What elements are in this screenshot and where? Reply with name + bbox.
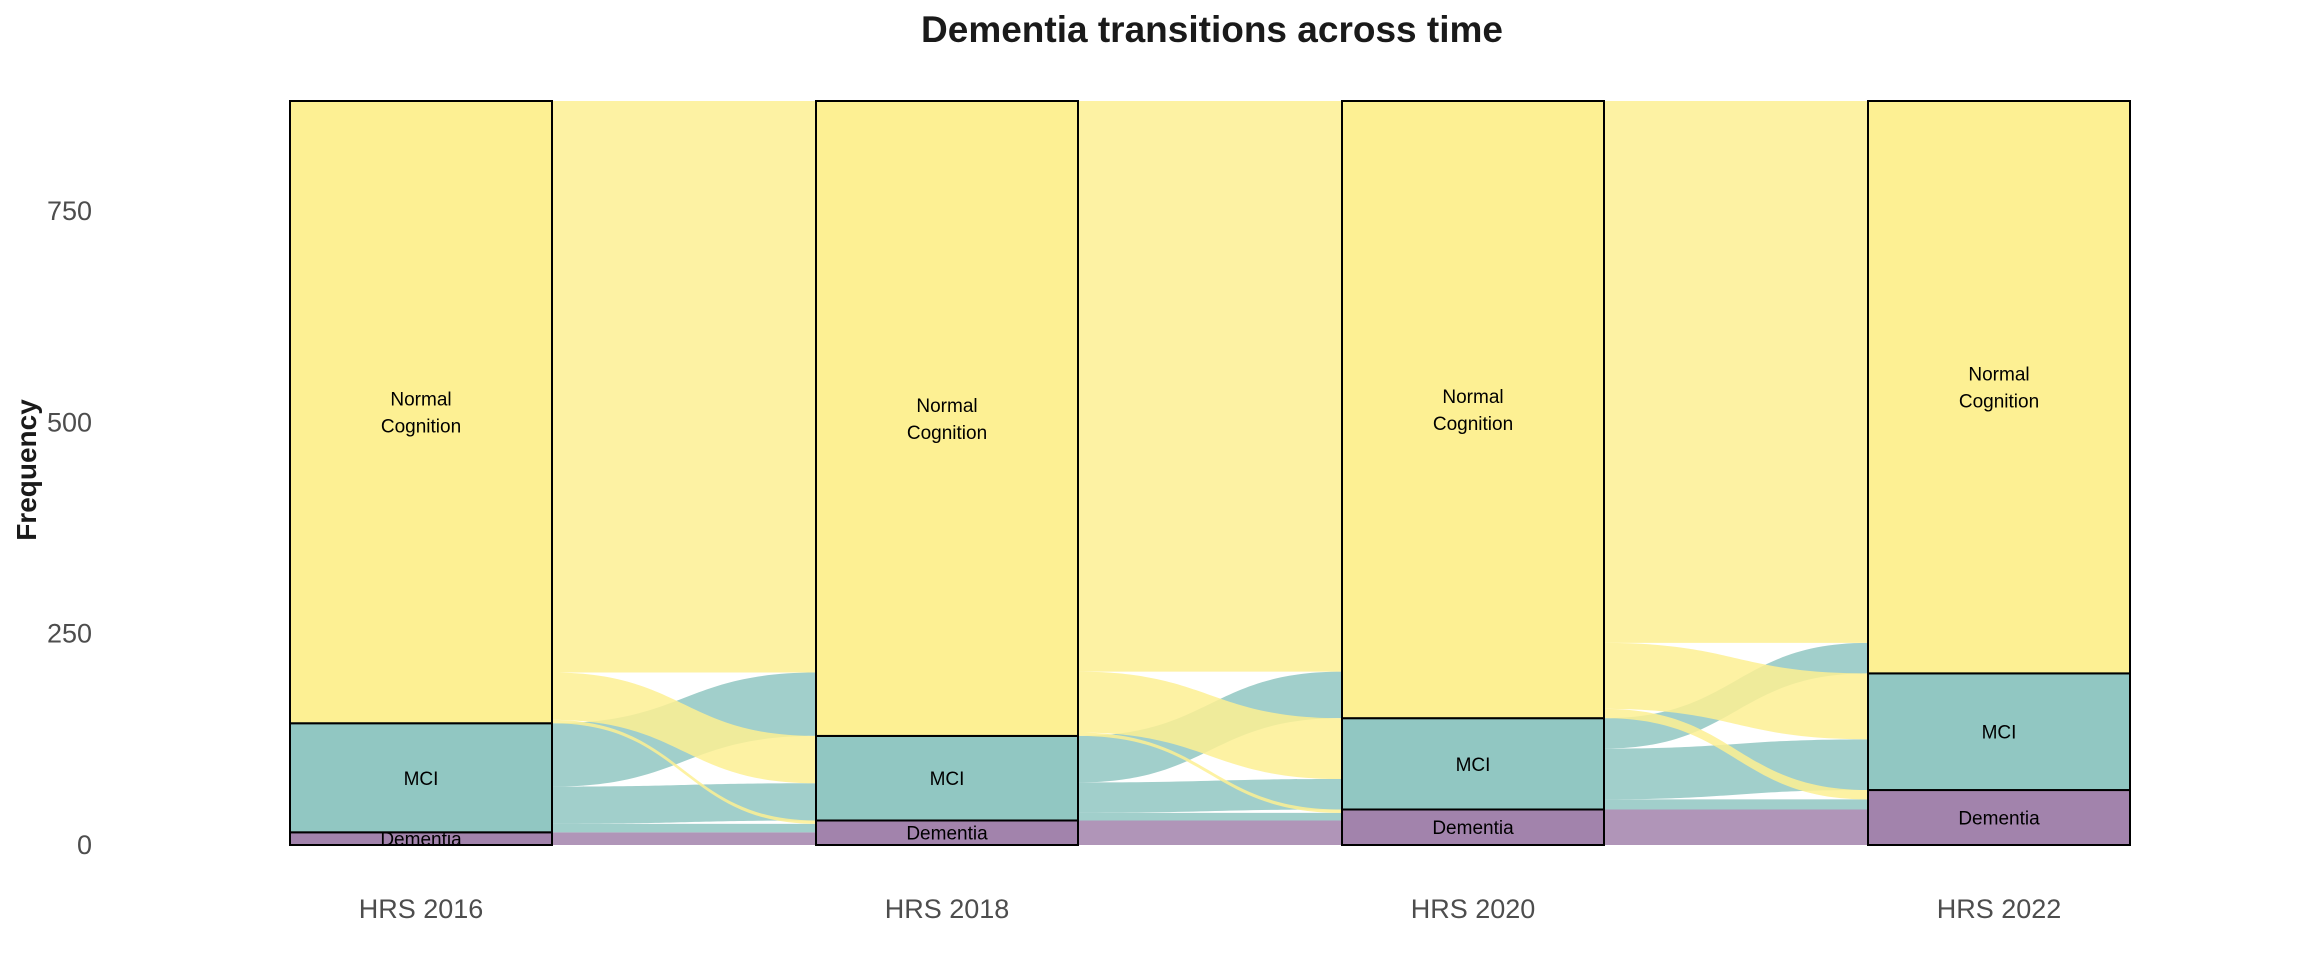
flow-0-mci-to-mci bbox=[552, 783, 816, 824]
stratum-label-0-normal: Normal Cognition bbox=[381, 390, 461, 438]
stratum-label-2-normal: Normal Cognition bbox=[1433, 387, 1513, 435]
y-tick-250: 250 bbox=[47, 619, 92, 649]
stratum-label-2-dementia: Dementia bbox=[1432, 818, 1514, 839]
flow-0-normal-to-normal bbox=[552, 101, 816, 673]
x-tick-2: HRS 2020 bbox=[1411, 894, 1536, 924]
stratum-1-normal bbox=[815, 100, 1079, 737]
stratum-2-normal bbox=[1341, 100, 1605, 720]
flow-2-mci-to-dementia bbox=[1604, 799, 1868, 810]
stratum-1-dementia bbox=[815, 819, 1079, 846]
x-tick-0: HRS 2016 bbox=[359, 894, 484, 924]
stratum-0-mci bbox=[289, 722, 553, 834]
y-tick-500: 500 bbox=[47, 407, 92, 437]
flow-2-dementia-to-dementia bbox=[1604, 809, 1868, 845]
flow-2-normal-to-mci bbox=[1604, 642, 1868, 740]
y-tick-0: 0 bbox=[77, 830, 92, 860]
flow-2-normal-to-dementia bbox=[1604, 708, 1868, 800]
x-tick-3: HRS 2022 bbox=[1937, 894, 2062, 924]
stratum-3-dementia bbox=[1867, 789, 2131, 847]
stratum-2-dementia bbox=[1341, 808, 1605, 846]
flows-layer bbox=[552, 101, 1868, 845]
flow-1-dementia-to-dementia bbox=[1078, 820, 1342, 845]
stratum-label-3-normal: Normal Cognition bbox=[1959, 365, 2039, 413]
y-axis-label: Frequency bbox=[11, 399, 42, 541]
stratum-0-normal bbox=[289, 100, 553, 725]
flow-0-normal-to-mci bbox=[552, 672, 816, 784]
stratum-label-0-dementia: Dementia bbox=[380, 830, 462, 851]
flow-0-mci-to-dementia bbox=[552, 823, 816, 833]
stratum-label-1-normal: Normal Cognition bbox=[907, 396, 987, 444]
stratum-label-2-mci: MCI bbox=[1456, 755, 1491, 776]
stratum-label-1-mci: MCI bbox=[930, 769, 965, 790]
y-axis: 0 250 500 750 bbox=[47, 196, 92, 860]
flow-2-normal-to-normal bbox=[1604, 101, 1868, 643]
stratum-3-mci bbox=[1867, 672, 2131, 792]
stratum-label-3-mci: MCI bbox=[1982, 723, 2017, 744]
flow-1-mci-to-dementia bbox=[1078, 812, 1342, 821]
stratum-2-mci bbox=[1341, 717, 1605, 811]
stratum-label-3-dementia: Dementia bbox=[1958, 809, 2040, 830]
x-axis: HRS 2016 HRS 2018 HRS 2020 HRS 2022 bbox=[359, 894, 2062, 924]
x-tick-1: HRS 2018 bbox=[885, 894, 1010, 924]
stratum-1-mci bbox=[815, 734, 1079, 822]
stratum-3-normal bbox=[1867, 100, 2131, 675]
strata-layer: Dementia MCI Normal Cognition Dementia MCI Nor… bbox=[289, 100, 2131, 851]
y-tick-750: 750 bbox=[47, 196, 92, 226]
flow-0-dementia-to-dementia bbox=[552, 832, 816, 845]
stratum-label-1-dementia: Dementia bbox=[906, 824, 988, 845]
flow-1-normal-to-dementia bbox=[1078, 732, 1342, 813]
flow-1-normal-to-normal bbox=[1078, 101, 1342, 672]
stratum-label-0-mci: MCI bbox=[404, 769, 439, 790]
flow-1-normal-to-mci bbox=[1078, 671, 1342, 780]
chart-title: Dementia transitions across time bbox=[921, 9, 1503, 50]
flow-0-normal-to-dementia bbox=[552, 719, 816, 824]
